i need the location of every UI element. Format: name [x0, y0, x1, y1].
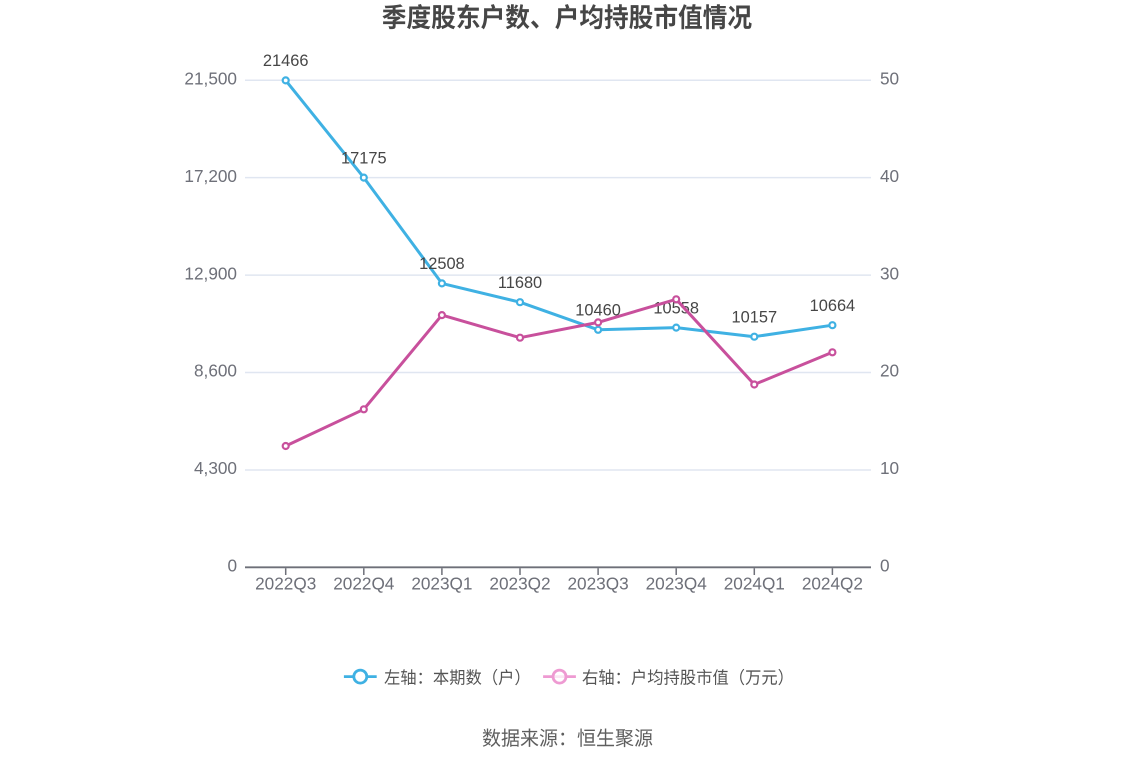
svg-text:21,500: 21,500 — [184, 68, 237, 88]
svg-text:2023Q1: 2023Q1 — [411, 574, 472, 594]
svg-text:12508: 12508 — [419, 255, 465, 273]
svg-text:12,900: 12,900 — [184, 263, 237, 283]
svg-text:17,200: 17,200 — [184, 166, 237, 186]
svg-text:20: 20 — [880, 361, 899, 381]
svg-text:2023Q2: 2023Q2 — [489, 574, 550, 594]
svg-text:0: 0 — [227, 556, 237, 576]
svg-text:10460: 10460 — [575, 302, 621, 320]
svg-text:2022Q4: 2022Q4 — [333, 574, 395, 594]
svg-text:2024Q2: 2024Q2 — [802, 574, 863, 594]
svg-text:50: 50 — [880, 68, 899, 88]
svg-text:17175: 17175 — [341, 149, 387, 167]
svg-text:2023Q4: 2023Q4 — [646, 574, 708, 594]
svg-text:0: 0 — [880, 556, 890, 576]
svg-text:10157: 10157 — [732, 308, 778, 326]
svg-text:2024Q1: 2024Q1 — [724, 574, 785, 594]
svg-text:21466: 21466 — [263, 52, 309, 70]
svg-text:30: 30 — [880, 263, 899, 283]
svg-text:8,600: 8,600 — [194, 361, 237, 381]
svg-text:40: 40 — [880, 166, 899, 186]
svg-text:11680: 11680 — [498, 274, 542, 292]
svg-text:2023Q3: 2023Q3 — [568, 574, 629, 594]
svg-text:10: 10 — [880, 458, 899, 478]
svg-text:2022Q3: 2022Q3 — [255, 574, 316, 594]
svg-text:10664: 10664 — [810, 297, 856, 315]
svg-text:4,300: 4,300 — [194, 458, 237, 478]
